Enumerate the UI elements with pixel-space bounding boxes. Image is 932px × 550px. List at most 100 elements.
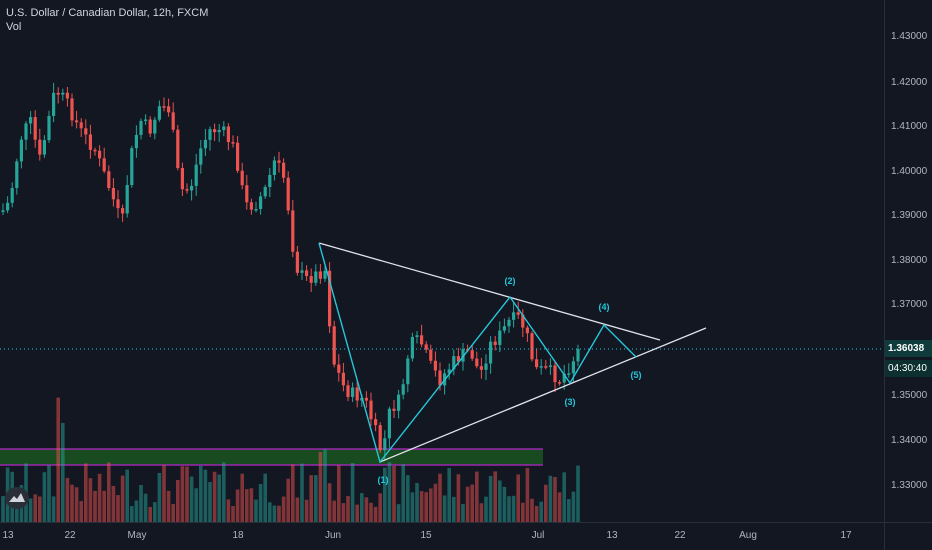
- candle-body: [213, 129, 217, 133]
- volume-bar: [475, 471, 479, 522]
- time-tick: 13: [2, 530, 14, 541]
- candle-body: [507, 319, 511, 327]
- volume-bar: [281, 496, 286, 522]
- candle-body: [351, 387, 355, 397]
- candle-body: [420, 335, 424, 345]
- volume-bar: [1, 496, 5, 522]
- price-axis[interactable]: 1.43000 1.42000 1.41000 1.40000 1.39000 …: [884, 0, 932, 522]
- candle-body: [111, 188, 115, 200]
- volume-bar: [314, 475, 318, 522]
- volume-bar: [93, 490, 97, 522]
- candle-body: [157, 106, 161, 120]
- volume-bar: [286, 478, 290, 522]
- candle-body: [88, 134, 92, 150]
- bar-countdown-badge: 04:30:40: [885, 360, 932, 377]
- candle-body: [199, 148, 203, 165]
- candle-body: [282, 162, 286, 178]
- candle-body: [493, 341, 497, 345]
- volume-bar: [148, 506, 152, 522]
- volume-bar: [350, 463, 355, 522]
- candle-body: [470, 350, 474, 359]
- axis-corner: [884, 522, 932, 550]
- volume-bar: [456, 474, 461, 522]
- volume-bar: [516, 474, 520, 522]
- candle-body: [10, 188, 14, 203]
- candle-body: [130, 148, 134, 185]
- volume-bar: [424, 492, 428, 522]
- volume-bar: [28, 498, 33, 522]
- candle-body: [268, 174, 272, 188]
- candle-body: [272, 160, 276, 175]
- candle-body: [1, 210, 5, 212]
- volume-bar: [277, 505, 281, 522]
- wave-label-1: (1): [377, 475, 389, 485]
- price-tick: 1.39000: [891, 210, 928, 221]
- candle-body: [369, 400, 373, 420]
- candle-body: [47, 115, 51, 141]
- volume-bar: [433, 483, 438, 522]
- candle-body: [79, 122, 83, 129]
- candle-body: [61, 92, 65, 95]
- price-tick: 1.40000: [891, 166, 928, 177]
- candle-body: [479, 366, 483, 370]
- time-tick: Aug: [739, 530, 757, 541]
- candle-body: [277, 160, 281, 163]
- volume-indicator-label[interactable]: Vol: [6, 21, 22, 33]
- volume-bar: [47, 465, 51, 522]
- candle-body: [456, 356, 460, 362]
- candle-body: [571, 361, 575, 374]
- candle-body: [535, 359, 539, 368]
- candle-body: [38, 139, 42, 155]
- candle-body: [401, 384, 405, 395]
- tradingview-logo-icon[interactable]: [5, 487, 29, 509]
- candle-body: [309, 276, 313, 283]
- volume-bar: [70, 484, 74, 522]
- volume-bar: [401, 464, 405, 522]
- volume-bar: [544, 484, 548, 522]
- volume-bar: [134, 500, 139, 522]
- candle-body: [70, 98, 74, 121]
- time-tick: 18: [232, 530, 244, 541]
- candle-body: [447, 369, 451, 374]
- chart-svg[interactable]: [0, 0, 884, 522]
- candle-body: [512, 312, 516, 320]
- volume-bar: [498, 480, 502, 522]
- price-tick: 1.34000: [891, 435, 928, 446]
- candle-body: [489, 341, 493, 364]
- current-price-badge: 1.36038: [885, 340, 932, 357]
- candle-body: [24, 123, 28, 140]
- volume-bar: [97, 473, 102, 522]
- candle-body: [323, 270, 327, 279]
- volume-bar: [493, 471, 497, 522]
- symbol-title[interactable]: U.S. Dollar / Canadian Dollar, 12h, FXCM: [6, 7, 209, 19]
- candle-body: [337, 364, 341, 373]
- volume-bar: [203, 469, 208, 522]
- candle-body: [231, 142, 235, 144]
- volume-bar: [38, 496, 42, 522]
- volume-bar: [355, 504, 359, 522]
- candle-body: [502, 326, 506, 331]
- volume-bar: [189, 476, 194, 522]
- candle-body: [484, 363, 488, 370]
- volume-bar: [539, 501, 543, 522]
- volume-bar: [153, 502, 157, 522]
- time-tick: 15: [420, 530, 432, 541]
- volume-bar: [438, 473, 442, 522]
- candle-body: [33, 117, 37, 140]
- volume-bar: [327, 483, 332, 522]
- volume-bar: [323, 449, 327, 522]
- chart-canvas[interactable]: U.S. Dollar / Canadian Dollar, 12h, FXCM…: [0, 0, 884, 522]
- volume-bar: [268, 502, 272, 522]
- volume-bar: [65, 477, 70, 522]
- candle-body: [355, 387, 359, 401]
- candle-body: [203, 139, 207, 149]
- candle-body: [374, 419, 378, 426]
- candle-body: [148, 119, 152, 134]
- wave-label-3: (3): [564, 397, 576, 407]
- candle-body: [65, 92, 69, 99]
- volume-bar: [166, 490, 171, 522]
- candle-body: [98, 150, 102, 159]
- candle-body: [525, 327, 529, 334]
- candle-body: [75, 120, 79, 123]
- time-axis[interactable]: 13 22 May 18 Jun 15 Jul 13 22 Aug 17: [0, 522, 884, 550]
